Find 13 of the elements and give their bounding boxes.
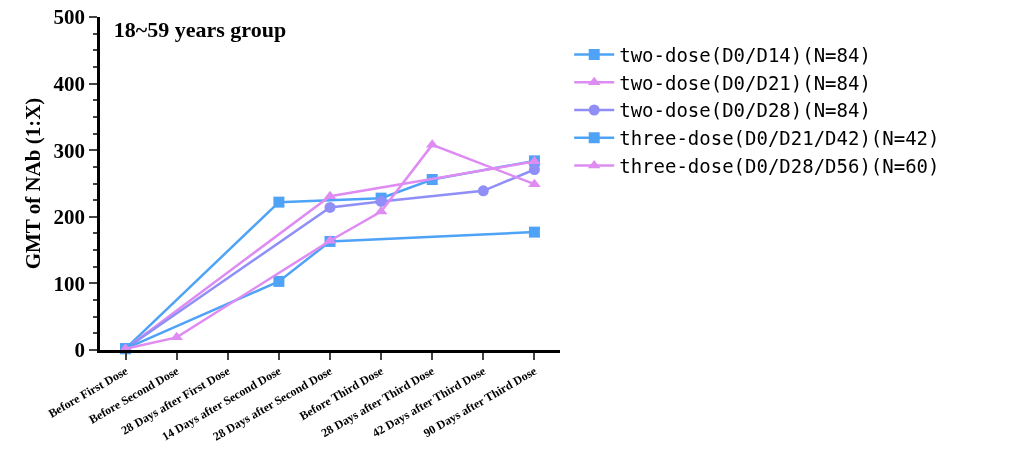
legend-label: two-dose(D0/D14)(N=84)	[619, 44, 871, 66]
y-tick-label: 200	[53, 205, 86, 230]
y-tick-label: 100	[53, 271, 86, 296]
legend-label: two-dose(D0/D28)(N=84)	[619, 99, 871, 122]
legend-label: three-dose(D0/D21/D42)(N=42)	[619, 127, 940, 150]
y-tick-label: 0	[74, 338, 86, 363]
chart-title: 18~59 years group	[113, 17, 287, 43]
legend-label: two-dose(D0/D21)(N=84)	[619, 71, 871, 94]
y-tick-label: 500	[53, 5, 86, 30]
legend-label: three-dose(D0/D28/D56)(N=60)	[619, 154, 940, 177]
y-tick-label: 300	[53, 138, 86, 163]
y-axis-title: GMT of NAb (1:X)	[20, 97, 45, 270]
y-tick-label: 400	[53, 71, 86, 96]
